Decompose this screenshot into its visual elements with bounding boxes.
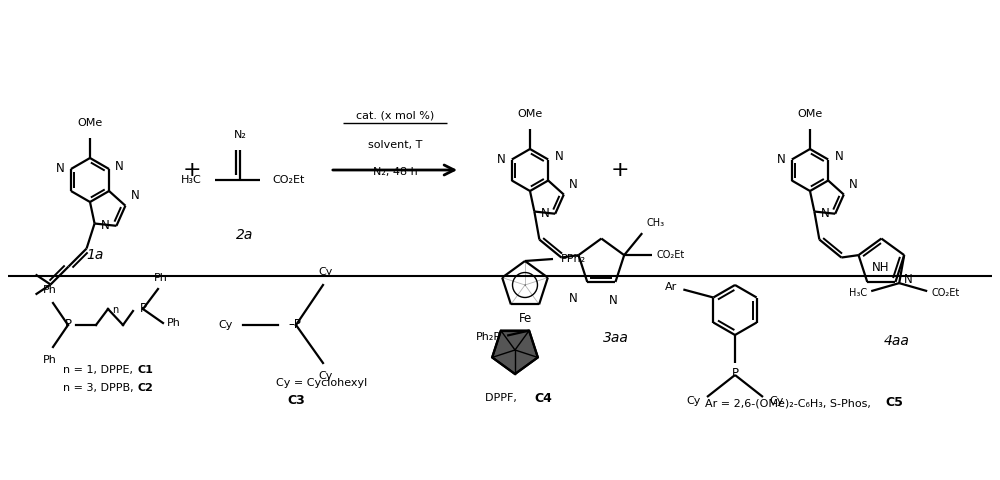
Text: n = 1, DPPE,: n = 1, DPPE,	[63, 365, 136, 375]
Text: CO₂Et: CO₂Et	[931, 288, 959, 298]
Text: NH: NH	[872, 261, 890, 274]
Text: PPh₂: PPh₂	[561, 254, 586, 264]
Text: n: n	[112, 305, 118, 315]
Text: –P: –P	[288, 319, 301, 332]
Text: C2: C2	[138, 383, 154, 393]
Text: Ph: Ph	[167, 318, 181, 328]
Text: N: N	[131, 189, 140, 202]
Text: 3aa: 3aa	[603, 331, 629, 345]
Text: OMe: OMe	[517, 109, 543, 119]
Text: H₃C: H₃C	[181, 175, 202, 185]
Text: Ph: Ph	[43, 355, 57, 365]
Text: N: N	[834, 150, 843, 163]
Text: Cy: Cy	[319, 371, 333, 381]
Text: Cy: Cy	[219, 320, 233, 330]
Text: N₂: N₂	[234, 130, 246, 140]
Text: 2a: 2a	[236, 228, 254, 242]
Text: CO₂Et: CO₂Et	[272, 175, 304, 185]
Text: N: N	[849, 178, 858, 191]
Text: N: N	[777, 153, 786, 166]
Text: H₃C: H₃C	[849, 288, 867, 298]
Text: Fe: Fe	[518, 312, 532, 324]
Text: P: P	[732, 367, 738, 380]
Text: Ph: Ph	[154, 273, 168, 283]
Text: n = 3, DPPB,: n = 3, DPPB,	[63, 383, 137, 393]
Text: OMe: OMe	[77, 118, 103, 128]
Text: Cy: Cy	[319, 267, 333, 277]
Text: N: N	[569, 292, 577, 305]
Text: Cy: Cy	[687, 396, 701, 406]
Text: N: N	[903, 274, 912, 287]
Text: CO₂Et: CO₂Et	[656, 250, 684, 260]
Text: P: P	[64, 319, 72, 332]
Text: Ar = 2,6-(OMe)₂-C₆H₃, S-Phos,: Ar = 2,6-(OMe)₂-C₆H₃, S-Phos,	[705, 398, 874, 408]
Text: N: N	[821, 207, 829, 220]
Text: C1: C1	[138, 365, 154, 375]
Polygon shape	[492, 331, 538, 374]
Text: +: +	[183, 160, 201, 180]
Text: solvent, T: solvent, T	[368, 140, 422, 150]
Text: N: N	[56, 163, 65, 176]
Text: 1a: 1a	[86, 248, 104, 262]
Text: C4: C4	[534, 392, 552, 405]
Text: N₂, 48 h: N₂, 48 h	[373, 167, 417, 177]
Text: N: N	[609, 294, 618, 307]
Text: N: N	[554, 150, 563, 163]
Text: CH₃: CH₃	[646, 218, 664, 228]
Text: +: +	[611, 160, 629, 180]
Text: DPPF,: DPPF,	[485, 393, 520, 403]
Text: N: N	[115, 159, 124, 172]
Text: N: N	[541, 207, 549, 220]
Text: Cy = Cyclohexyl: Cy = Cyclohexyl	[276, 378, 367, 388]
Text: Ar: Ar	[665, 283, 677, 292]
Text: N: N	[497, 153, 506, 166]
Text: 4aa: 4aa	[883, 334, 909, 348]
Text: Ph₂P: Ph₂P	[476, 332, 501, 342]
Text: Cy: Cy	[769, 396, 783, 406]
Text: Ph: Ph	[43, 285, 57, 295]
Text: C3: C3	[287, 395, 305, 408]
Text: C5: C5	[885, 396, 903, 409]
Text: OMe: OMe	[797, 109, 823, 119]
Text: N: N	[101, 219, 110, 232]
Text: P: P	[140, 302, 146, 315]
Text: cat. (x mol %): cat. (x mol %)	[356, 110, 434, 120]
Text: N: N	[569, 178, 578, 191]
